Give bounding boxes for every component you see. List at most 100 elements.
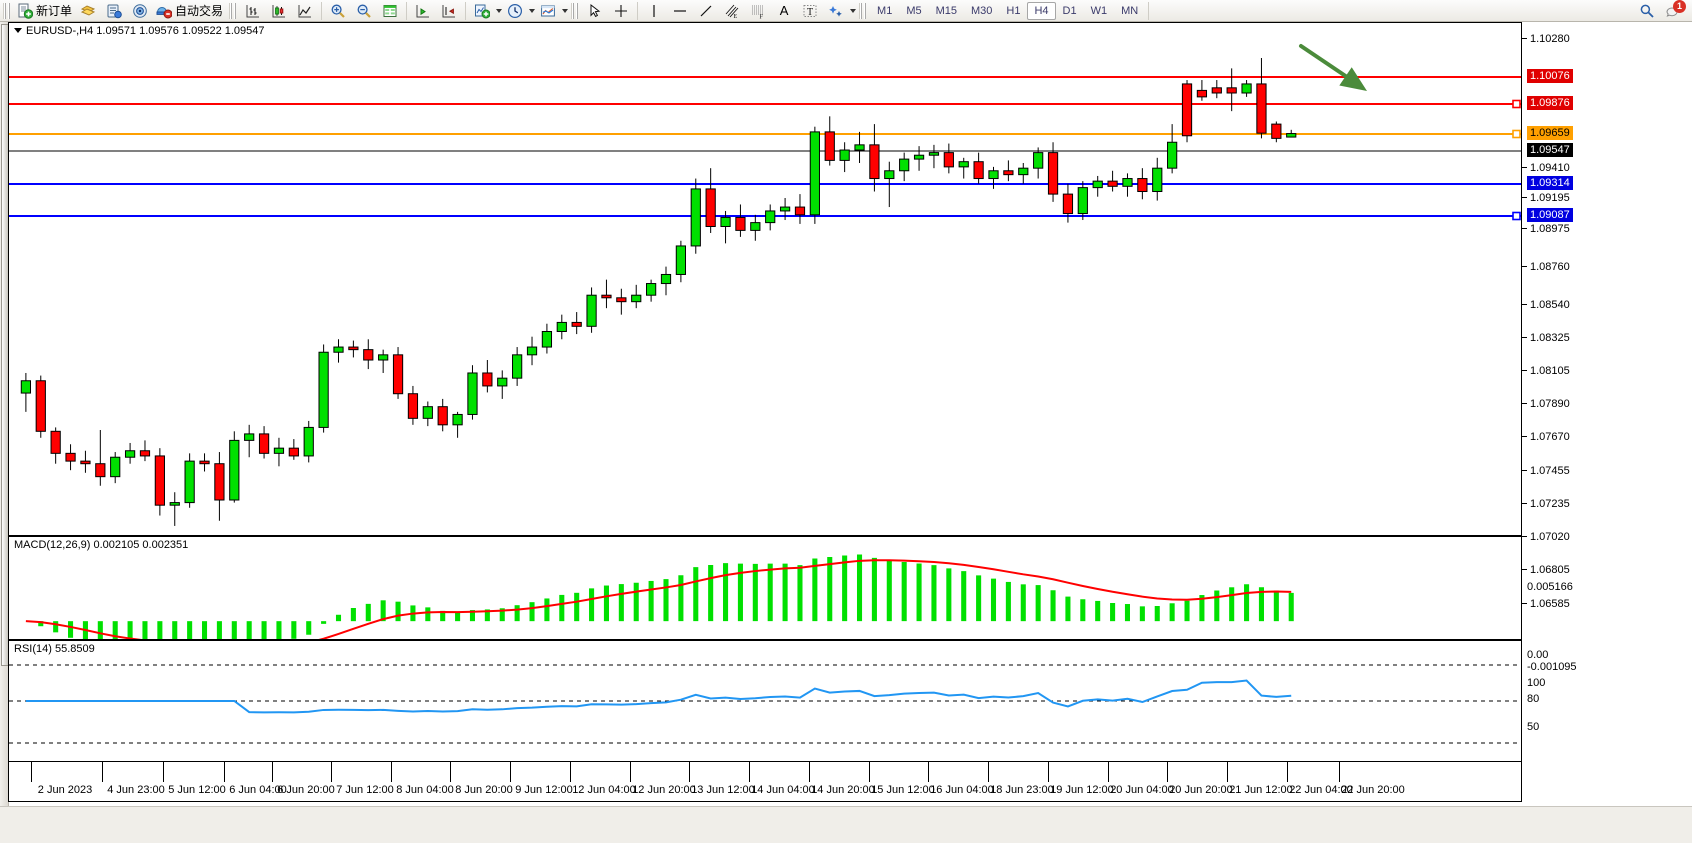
timeframe-d1[interactable]: D1: [1062, 4, 1077, 17]
candle-body: [184, 460, 195, 504]
time-tickmark: [749, 762, 750, 782]
candle-body: [65, 452, 76, 462]
candle-body: [1226, 87, 1237, 94]
zoom-in-button[interactable]: [325, 0, 351, 22]
text-button[interactable]: A: [771, 0, 797, 22]
time-tickmark: [869, 762, 870, 782]
profiles-button[interactable]: [75, 0, 101, 22]
rsi-tick: 80: [1527, 693, 1540, 705]
time-tickmark: [570, 762, 571, 782]
fibonacci-button[interactable]: F: [745, 0, 771, 22]
shapes-icon: [829, 5, 842, 17]
timeframe-h1[interactable]: H1: [1006, 4, 1021, 17]
cursor-button[interactable]: [582, 0, 608, 22]
candle-body: [928, 152, 940, 156]
candle-body: [214, 463, 225, 501]
notification-count: 1: [1673, 0, 1686, 13]
fibonacci-icon: F: [752, 5, 764, 19]
time-tickmark: [391, 762, 392, 782]
vertical-line-icon: [653, 4, 655, 17]
indicators-button[interactable]: [469, 0, 495, 22]
text-label-button[interactable]: T: [797, 0, 823, 22]
macd-pane[interactable]: MACD(12,26,9) 0.002105 0.002351: [8, 536, 1522, 640]
toolbar-grip-3[interactable]: [571, 2, 580, 19]
toolbar-separator-3: [465, 1, 467, 20]
periods-dropdown-caret[interactable]: [529, 8, 536, 13]
tile-windows-button[interactable]: [377, 0, 403, 22]
templates-dropdown-caret[interactable]: [562, 8, 569, 13]
price-label-blue: 1.09314: [1527, 176, 1573, 190]
timeframe-m5[interactable]: M5: [906, 4, 922, 17]
candle-body: [273, 447, 285, 454]
candle-body: [124, 450, 136, 458]
chart-shift-button[interactable]: [410, 0, 436, 22]
time-tickmark: [988, 762, 989, 782]
navigator-button[interactable]: [127, 0, 153, 22]
auto-scroll-button[interactable]: [436, 0, 462, 22]
time-axis[interactable]: 2 Jun 2023 4 Jun 23:00 5 Jun 12:00 6 Jun 04…: [8, 762, 1522, 802]
candle-body: [512, 354, 523, 379]
shapes-button[interactable]: [823, 0, 849, 22]
time-tick-label: 13 Jun 12:00: [691, 784, 755, 796]
notification-button[interactable]: 1: [1660, 0, 1686, 21]
timeframe-m30[interactable]: M30: [971, 4, 993, 17]
candle-body: [1167, 141, 1178, 169]
vertical-line-button[interactable]: [641, 0, 667, 22]
bar-chart-button[interactable]: [240, 0, 266, 22]
collapse-triangle-icon[interactable]: [14, 28, 22, 33]
trendline-button[interactable]: [693, 0, 719, 22]
new-order-button[interactable]: 新订单: [14, 0, 75, 22]
line-chart-button[interactable]: [292, 0, 318, 22]
price-pane[interactable]: EURUSD-,H4 1.09571 1.09576 1.09522 1.095…: [8, 22, 1522, 536]
candle-body: [1047, 152, 1059, 195]
candle-body: [20, 380, 32, 394]
toolbar-grip[interactable]: [3, 2, 11, 19]
macd-title: MACD(12,26,9) 0.002105 0.002351: [13, 539, 190, 551]
auto-trading-label: 自动交易: [175, 4, 224, 18]
timeframe-m1[interactable]: M1: [877, 4, 893, 17]
time-tickmark: [689, 762, 690, 782]
timeframe-h4[interactable]: H4: [1027, 1, 1056, 20]
candle-body: [169, 502, 180, 506]
candle-body: [1003, 170, 1014, 176]
trendline-icon: [700, 5, 712, 16]
timeframe-m15[interactable]: M15: [935, 4, 957, 17]
equidistant-channel-button[interactable]: E: [719, 0, 745, 22]
shapes-dropdown-caret[interactable]: [850, 8, 857, 13]
toolbar-grip-4[interactable]: [859, 2, 868, 19]
price-label-orange: 1.09659: [1527, 126, 1573, 140]
candlestick-chart-button[interactable]: [266, 0, 292, 22]
crosshair-button[interactable]: [608, 0, 634, 22]
price-axis[interactable]: 1.10280 1.10076 1.09876 1.09659 1.09547 1.094…: [1522, 22, 1692, 835]
time-tick-label: 14 Jun 20:00: [811, 784, 875, 796]
candle-body: [422, 406, 433, 419]
market-watch-button[interactable]: [101, 0, 127, 22]
timeframe-w1[interactable]: W1: [1090, 4, 1108, 17]
indicators-dropdown-caret[interactable]: [496, 8, 503, 13]
candle-body: [229, 439, 240, 501]
timeframe-mn[interactable]: MN: [1121, 4, 1139, 17]
time-tick-label: 9 Jun 12:00: [515, 784, 573, 796]
candle-body: [794, 206, 806, 216]
time-tick-label: 19 Jun 12:00: [1050, 784, 1114, 796]
time-tick-label: 12 Jun 20:00: [632, 784, 696, 796]
price-label-red: 1.10076: [1527, 69, 1573, 83]
candle-body: [363, 349, 374, 361]
periods-button[interactable]: [502, 0, 528, 22]
horizontal-line-button[interactable]: [667, 0, 693, 22]
zoom-out-button[interactable]: [351, 0, 377, 22]
rsi-pane[interactable]: RSI(14) 55.8509: [8, 640, 1522, 762]
candlestick-chart-icon: [272, 4, 286, 17]
price-tick: 1.07235: [1522, 498, 1570, 510]
auto-trading-button[interactable]: 自动交易: [153, 0, 226, 22]
search-button[interactable]: [1634, 0, 1660, 22]
time-tickmark: [331, 762, 332, 782]
candle-body: [303, 426, 314, 457]
rsi-tick: 100: [1527, 677, 1546, 689]
price-tick: 1.07670: [1522, 431, 1570, 443]
toolbar-grip-2[interactable]: [229, 2, 238, 19]
candle-body: [750, 222, 761, 231]
candle-body: [110, 456, 121, 478]
candle-body: [943, 152, 954, 168]
templates-button[interactable]: [535, 0, 561, 22]
